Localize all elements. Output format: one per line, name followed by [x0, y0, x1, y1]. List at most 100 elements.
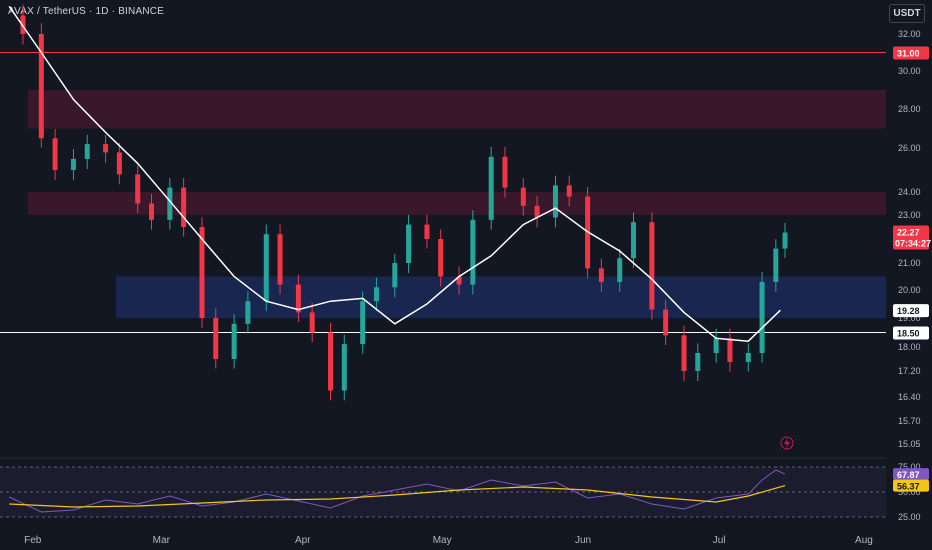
time-tick-label: May	[433, 535, 452, 546]
candle-body	[328, 332, 334, 391]
candle-body	[116, 152, 122, 175]
ma-value-badge: 19.28	[897, 306, 920, 316]
price-axis[interactable]: 32.00 30.00 28.00 26.00 24.00 23.00 21.00 20.00…	[898, 29, 921, 449]
price-zones	[28, 90, 886, 318]
price-tick-label: 15.70	[898, 416, 921, 426]
rsi-ma-value-badge-bg	[893, 479, 929, 492]
candle-body	[488, 156, 494, 220]
candle-body	[456, 276, 462, 285]
candle-body	[181, 187, 187, 227]
rsi-value-badge-bg	[893, 468, 929, 481]
level-badge-18-bg	[893, 326, 929, 340]
candle-body	[263, 234, 269, 302]
candle-body	[617, 258, 623, 282]
price-tick-label: 28.00	[898, 104, 921, 114]
last-price-badge-countdown: 07:34:27	[895, 239, 931, 249]
price-tick-label: 21.00	[898, 258, 921, 268]
candle-body	[649, 222, 655, 310]
price-tick-label: 17.20	[898, 366, 921, 376]
candle-body	[103, 144, 109, 153]
candle-body	[598, 268, 604, 282]
candle-body	[70, 159, 76, 170]
level-badge-31-bg	[893, 46, 929, 60]
price-tick-label: 19.00	[898, 313, 921, 323]
candle-body	[167, 187, 173, 220]
candle-body	[759, 281, 765, 353]
candle-body	[470, 219, 476, 285]
candle-body	[135, 174, 141, 204]
candle-body	[341, 344, 347, 391]
candle-body	[566, 185, 572, 197]
level-badge-31: 31.00	[897, 49, 920, 59]
rsi-level-label: 25.00	[898, 512, 921, 522]
candle-body	[534, 205, 540, 218]
candle-body	[373, 287, 379, 302]
candle-body	[520, 187, 526, 206]
time-axis[interactable]: Feb Mar Apr May Jun Jul Aug	[24, 535, 873, 546]
moving-average-line	[8, 5, 781, 342]
candle-body	[52, 138, 58, 170]
price-tick-label: 26.00	[898, 143, 921, 153]
candle-body	[424, 224, 430, 239]
candle-body	[277, 234, 283, 285]
candle-body	[309, 312, 315, 333]
candle-body	[84, 144, 90, 159]
candle-body	[695, 353, 701, 371]
price-tick-label: 32.00	[898, 29, 921, 39]
rsi-value-badge: 67.87	[897, 470, 920, 480]
lightning-icon[interactable]	[780, 436, 794, 450]
rsi-ma-line	[9, 485, 786, 508]
time-tick-label: Jul	[713, 535, 726, 546]
candle-body	[552, 185, 558, 218]
candle-body	[245, 301, 251, 324]
price-tick-label: 24.00	[898, 187, 921, 197]
symbol-title: AVAX / TetherUS · 1D · BINANCE	[8, 6, 165, 17]
currency-button[interactable]: USDT	[889, 4, 925, 23]
rsi-pane: 75.00 50.00 25.00	[0, 457, 921, 522]
candle-body	[148, 203, 154, 220]
candle-body	[502, 156, 508, 188]
zone-resistance-1	[28, 192, 886, 215]
price-tick-label: 20.00	[898, 285, 921, 295]
time-tick-label: Mar	[153, 535, 171, 546]
candles	[20, 4, 788, 401]
time-tick-label: Aug	[855, 535, 873, 546]
candle-body	[773, 248, 779, 282]
candle-body	[681, 335, 687, 371]
rsi-level-label: 75.00	[898, 462, 921, 472]
candle-body	[199, 227, 205, 318]
last-price-badge-bg	[893, 225, 929, 250]
candle-body	[782, 232, 788, 249]
rsi-level-label: 50.00	[898, 487, 921, 497]
candle-body	[20, 15, 26, 34]
rsi-ma-value-badge: 56.37	[897, 482, 920, 492]
candle-body	[213, 318, 219, 359]
price-tick-label: 18.00	[898, 342, 921, 352]
last-price-badge: 22.27	[897, 228, 920, 238]
zone-support-2	[116, 276, 886, 318]
candle-body	[663, 309, 669, 336]
candle-body	[360, 301, 366, 345]
candle-body	[745, 353, 751, 362]
price-tick-label: 15.05	[898, 439, 921, 449]
zone-resistance-0	[28, 90, 886, 129]
candle-body	[295, 284, 301, 313]
candle-body	[392, 263, 398, 288]
horizontal-levels	[0, 52, 886, 333]
price-tick-label: 30.00	[898, 66, 921, 76]
candle-body	[231, 323, 237, 359]
candle-body	[727, 338, 733, 362]
time-tick-label: Jun	[575, 535, 591, 546]
candle-body	[406, 224, 412, 263]
price-tick-label: 23.00	[898, 210, 921, 220]
candle-body	[713, 338, 719, 353]
time-tick-label: Feb	[24, 535, 42, 546]
ma-value-badge-bg	[893, 304, 929, 318]
level-badge-18: 18.50	[897, 329, 920, 339]
price-tick-label: 16.40	[898, 392, 921, 402]
candle-body	[38, 34, 44, 139]
candle-body	[438, 239, 444, 277]
time-tick-label: Apr	[295, 535, 311, 546]
